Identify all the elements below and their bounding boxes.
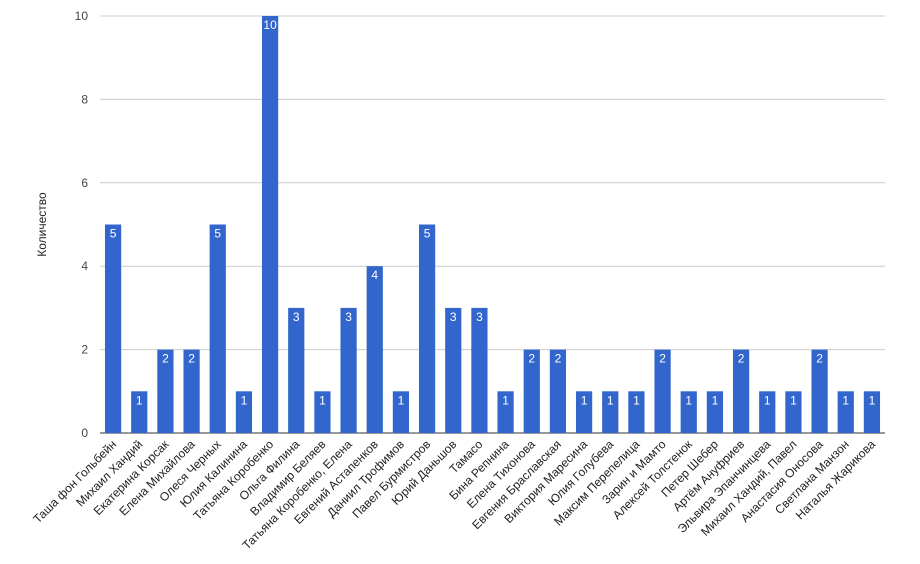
bars: 5 1 2 2 5 1 10 3 1 3 4 1 5 3 3 1 2 2 1 1 1 2 1 1 2 1 1 2 1 1 [104,16,881,433]
y-axis-label: Количество [35,192,49,257]
data-label-21: 2 [659,352,666,366]
data-label-19: 1 [607,393,614,407]
bar-14 [471,307,488,433]
bar-24 [732,349,750,433]
bar-13 [445,307,462,433]
data-label-8: 1 [319,393,326,407]
bar-2 [157,349,174,433]
data-label-17: 2 [555,352,562,366]
data-label-1: 1 [136,393,143,407]
data-label-0: 5 [110,227,117,241]
bar-15 [497,391,514,433]
data-label-18: 1 [581,393,588,407]
bar-29 [863,391,881,433]
data-label-24: 2 [738,352,745,366]
y-tick-label-5: 10 [75,9,89,23]
data-label-29: 1 [869,393,876,407]
y-axis: 0 2 4 6 8 10 [75,9,89,440]
data-label-12: 5 [424,227,431,241]
bar-22 [680,391,697,433]
y-tick-label-2: 4 [81,259,88,273]
bar-11 [392,391,410,433]
data-label-25: 1 [764,393,771,407]
bar-3 [183,349,200,433]
bar-27 [811,349,828,433]
data-label-13: 3 [450,310,457,324]
bar-10 [366,266,383,433]
bar-28 [837,391,854,433]
bar-1 [131,391,148,433]
bar-12 [418,224,436,433]
data-label-28: 1 [842,393,849,407]
data-label-7: 3 [293,310,300,324]
data-label-4: 5 [214,227,221,241]
data-label-3: 2 [188,352,195,366]
bar-23 [706,391,724,433]
bar-6 [261,16,279,433]
bar-9 [340,307,357,433]
y-tick-label-1: 2 [81,343,88,357]
data-label-15: 1 [502,393,509,407]
data-label-9: 3 [345,310,352,324]
data-label-23: 1 [712,393,719,407]
bar-26 [785,391,802,433]
data-label-11: 1 [398,393,405,407]
data-label-22: 1 [685,393,692,407]
bar-7 [288,307,305,433]
bar-8 [314,391,331,433]
bar-17 [549,349,567,433]
bar-16 [523,349,540,433]
data-label-5: 1 [241,393,248,407]
data-label-10: 4 [371,268,378,282]
data-label-26: 1 [790,393,797,407]
bar-4 [209,224,226,433]
data-label-16: 2 [528,352,535,366]
gridlines [100,15,885,434]
y-tick-label-3: 6 [81,176,88,190]
bar-5 [235,391,253,433]
bar-25 [759,391,776,433]
bar-19 [602,391,619,433]
data-label-27: 2 [816,352,823,366]
data-label-2: 2 [162,352,169,366]
bar-18 [575,391,593,433]
y-tick-label-0: 0 [81,426,88,440]
bar-21 [654,349,671,433]
data-label-14: 3 [476,310,483,324]
bar-0 [104,224,122,433]
data-label-20: 1 [633,393,640,407]
data-label-6: 10 [263,18,277,32]
bar-20 [628,391,645,433]
y-tick-label-4: 8 [81,92,88,106]
